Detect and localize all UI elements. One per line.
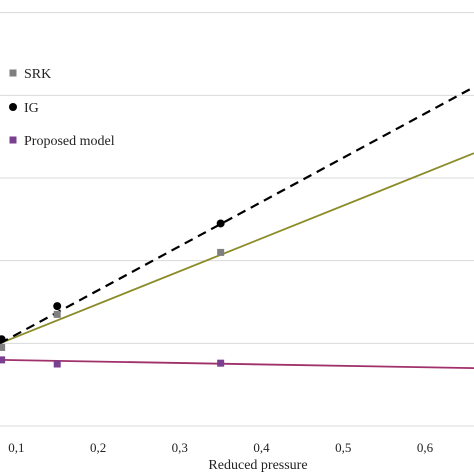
point-proposed-model-1 — [53, 360, 61, 368]
x-tick-label: 0,1 — [8, 440, 24, 455]
point-srk-0 — [0, 343, 6, 351]
x-tick-label: 0,3 — [172, 440, 188, 455]
fit-line-ig — [0, 86, 474, 345]
legend-label-ig: IG — [24, 101, 39, 116]
fit-line-layer — [0, 86, 474, 370]
x-axis-title: Reduced pressure — [208, 458, 307, 473]
legend-marker-ig — [9, 103, 17, 111]
fit-line-proposed-model — [0, 358, 474, 370]
legend-marker-proposed-model — [9, 136, 17, 144]
fit-line-srk — [0, 152, 474, 345]
x-tick-layer: 0,1 0,2 0,3 0,4 0,5 0,6 — [8, 440, 433, 455]
point-srk-1 — [53, 310, 61, 318]
point-ig-1 — [53, 302, 62, 311]
legend-label-proposed-model: Proposed model — [24, 134, 115, 149]
x-tick-label: 0,4 — [253, 440, 270, 455]
x-tick-label: 0,6 — [417, 440, 434, 455]
point-ig-0 — [0, 335, 6, 344]
point-proposed-model-2 — [217, 359, 225, 367]
data-point-layer — [0, 219, 225, 368]
x-tick-label: 0,5 — [335, 440, 351, 455]
point-proposed-model-0 — [0, 356, 6, 364]
legend-marker-srk — [9, 69, 17, 77]
x-tick-label: 0,2 — [90, 440, 106, 455]
point-ig-2 — [216, 219, 225, 228]
point-srk-2 — [217, 248, 225, 256]
legend: SRK IG Proposed model — [9, 67, 115, 149]
grid-layer — [0, 12, 474, 427]
legend-label-srk: SRK — [24, 67, 51, 82]
